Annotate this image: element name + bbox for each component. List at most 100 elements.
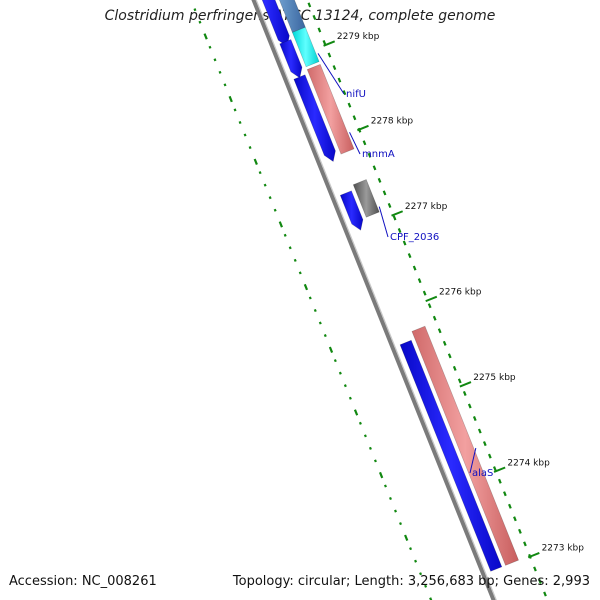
- inner-tick: [203, 33, 208, 40]
- minor-tick: [498, 478, 502, 484]
- inner-tick: [409, 547, 413, 551]
- accession-label: Accession: NC_008261: [9, 574, 157, 589]
- inner-tick: [238, 120, 242, 125]
- minor-tick: [503, 491, 507, 497]
- inner-tick: [218, 70, 222, 74]
- genome-backbone: [251, 0, 497, 600]
- minor-tick: [402, 240, 407, 246]
- inner-tick: [253, 158, 258, 165]
- inner-tick: [373, 459, 377, 463]
- minor-tick: [372, 165, 377, 171]
- minor-tick: [487, 453, 492, 459]
- inner-tick: [358, 421, 362, 425]
- kbp-label: 2279 kbp: [337, 32, 380, 42]
- minor-tick: [337, 77, 342, 83]
- gene-label-layer: nifU mnmA CPF_2036 alaS: [317, 53, 493, 479]
- backbone-highlight: [255, 0, 497, 600]
- major-tick: [391, 210, 404, 217]
- inner-tick: [288, 246, 292, 250]
- inner-tick: [233, 108, 237, 112]
- minor-tick: [442, 340, 447, 346]
- major-tick: [425, 295, 438, 303]
- inner-tick: [273, 208, 277, 212]
- minor-tick: [332, 65, 337, 71]
- minor-tick: [477, 428, 482, 434]
- kbp-label: 2277 kbp: [405, 202, 448, 212]
- minor-tick: [508, 503, 512, 509]
- inner-tick: [424, 584, 428, 588]
- inner-tick: [228, 95, 233, 103]
- inner-tick: [363, 434, 367, 438]
- minor-tick: [462, 390, 467, 396]
- inner-tick: [263, 183, 267, 187]
- reverse-cds-mnmA: [306, 63, 355, 155]
- inner-tick: [293, 258, 297, 262]
- gene-leader-line: [469, 447, 477, 474]
- major-tick: [493, 466, 506, 473]
- minor-tick: [493, 466, 497, 472]
- minor-tick: [397, 228, 402, 234]
- kbp-label: 2275 kbp: [473, 373, 516, 383]
- minor-tick: [352, 115, 357, 121]
- minor-tick: [523, 541, 527, 547]
- inner-tick: [243, 133, 247, 137]
- inner-tick: [389, 496, 392, 501]
- minor-tick: [482, 441, 487, 447]
- inner-tick: [278, 221, 283, 228]
- major-tick: [323, 40, 336, 47]
- gene-leader-line: [349, 132, 361, 155]
- minor-tick: [543, 591, 547, 597]
- gray-feature-cpf2036: [352, 179, 380, 218]
- minor-tick: [307, 2, 312, 8]
- gene-label: CPF_2036: [390, 232, 439, 243]
- forward-cds-2: [279, 39, 303, 79]
- inner-tick: [258, 171, 262, 175]
- minor-tick: [472, 416, 477, 422]
- gene-label: mnmA: [362, 149, 395, 160]
- inner-tick: [248, 146, 252, 150]
- gene-features: [261, 0, 519, 572]
- minor-tick: [427, 303, 432, 309]
- inner-tick: [353, 409, 359, 416]
- minor-tick: [437, 328, 442, 334]
- inner-tick: [429, 597, 433, 600]
- minor-tick: [342, 90, 347, 96]
- minor-tick: [377, 177, 382, 183]
- forward-cds-5: [399, 339, 503, 572]
- reverse-cds-alaS: [411, 325, 519, 566]
- kbp-label: 2278 kbp: [371, 117, 414, 127]
- inner-tick: [399, 522, 402, 526]
- minor-tick: [387, 202, 392, 208]
- inner-tick: [223, 83, 227, 87]
- inner-tick: [404, 534, 409, 541]
- minor-tick: [312, 14, 317, 20]
- inner-tick: [368, 446, 372, 450]
- inner-tick: [283, 233, 287, 237]
- inner-tick: [198, 20, 202, 24]
- inner-tick: [208, 45, 212, 49]
- cyan-feature-nifU: [291, 26, 320, 68]
- gene-leader-line: [378, 206, 389, 238]
- inner-tick: [384, 484, 387, 488]
- minor-tick: [327, 52, 332, 58]
- kbp-label: 2274 kbp: [507, 458, 550, 468]
- minor-tick: [533, 566, 537, 572]
- forward-cds-4: [339, 190, 364, 231]
- inner-tick: [338, 371, 342, 375]
- gene-label: nifU: [346, 89, 366, 100]
- inner-tick: [318, 321, 322, 325]
- minor-tick: [317, 27, 322, 33]
- minor-tick: [467, 403, 472, 409]
- inner-tick: [348, 396, 352, 400]
- minor-tick: [513, 516, 517, 522]
- inner-tick: [333, 359, 337, 363]
- major-tick: [356, 124, 369, 132]
- forward-cds-3: [293, 74, 336, 162]
- minor-tick: [322, 39, 327, 45]
- genome-summary-label: Topology: circular; Length: 3,256,683 bp…: [232, 574, 590, 589]
- gene-leader-line: [317, 53, 345, 95]
- inner-tick: [193, 8, 197, 12]
- major-tick: [459, 381, 472, 388]
